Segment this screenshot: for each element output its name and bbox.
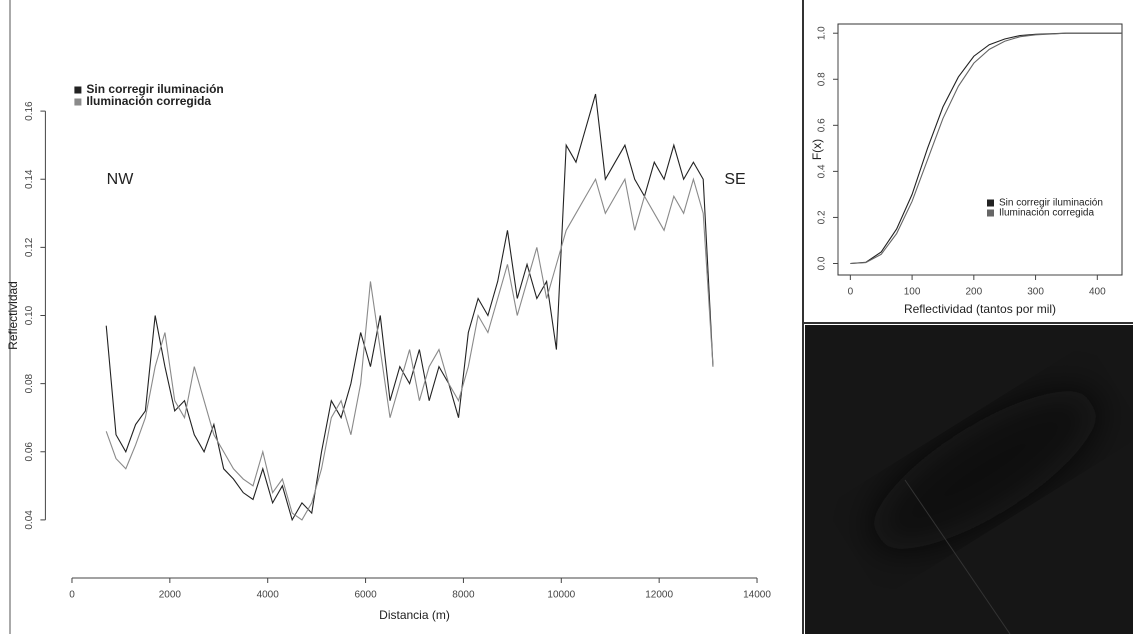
chart: 0 100 200 300 400 0.0 0.2 0.4 0.6 0.8 1.0 Reflectiv…	[810, 23, 1123, 316]
x-tick-label: 0	[69, 590, 75, 601]
legend-label: Iluminación corregida	[86, 94, 211, 108]
x-tick-label: 8000	[452, 590, 475, 601]
series-line	[105, 93, 714, 522]
y-tick-label: 0.0	[817, 256, 828, 270]
x-tick-label: 14000	[743, 590, 771, 601]
plot-frame	[837, 23, 1123, 276]
chart: 0 2000 4000 6000 8000 10000 12000 14000 0.04 0.06…	[6, 82, 771, 622]
x-tick-label: 300	[1027, 287, 1044, 298]
y-axis-title: Reflectividad	[6, 281, 20, 350]
x-tick-label: 6000	[354, 590, 377, 601]
x-tick-label: 4000	[257, 590, 280, 601]
x-tick-label: 100	[904, 287, 921, 298]
y-tick-label: 0.8	[817, 72, 828, 86]
y-tick-label: 0.4	[817, 164, 828, 178]
y-tick-label: 0.04	[24, 510, 35, 530]
y-tick-label: 1.0	[817, 26, 828, 40]
legend-swatch	[74, 86, 82, 94]
y-tick-label: 0.10	[24, 305, 35, 325]
annotation: SE	[724, 171, 745, 188]
road	[904, 479, 1011, 634]
y-tick-label: 0.16	[24, 101, 35, 121]
legend-label: Sin corregir iluminación	[86, 82, 223, 96]
x-tick-label: 0	[848, 287, 854, 298]
x-tick-label: 200	[965, 287, 982, 298]
y-tick-label: 0.2	[817, 210, 828, 224]
x-tick-label: 2000	[159, 590, 182, 601]
series-line	[850, 32, 1122, 265]
series-line	[850, 32, 1122, 265]
y-axis-title: F(x)	[810, 139, 824, 160]
x-axis-title: Reflectividad (tantos por mil)	[904, 302, 1056, 316]
x-tick-label: 400	[1089, 287, 1106, 298]
series-line	[105, 177, 714, 521]
urban-area	[872, 391, 1098, 549]
y-tick-label: 0.06	[24, 442, 35, 462]
x-tick-label: 10000	[547, 590, 575, 601]
x-tick-label: 12000	[645, 590, 673, 601]
y-tick-label: 0.6	[817, 118, 828, 132]
legend-swatch	[987, 199, 994, 207]
annotation: NW	[107, 171, 135, 188]
legend-swatch	[987, 209, 994, 217]
y-tick-label: 0.14	[24, 169, 35, 189]
charts: 0 2000 4000 6000 8000 10000 12000 140000.040.06…	[6, 23, 1123, 622]
satellite-image	[805, 325, 1133, 634]
x-axis-title: Distancia (m)	[379, 608, 450, 622]
legend-label: Iluminación corregida	[999, 208, 1094, 219]
y-tick-label: 0.08	[24, 373, 35, 393]
legend-label: Sin corregir iluminación	[999, 198, 1103, 209]
legend-swatch	[74, 98, 82, 106]
y-tick-label: 0.12	[24, 237, 35, 257]
